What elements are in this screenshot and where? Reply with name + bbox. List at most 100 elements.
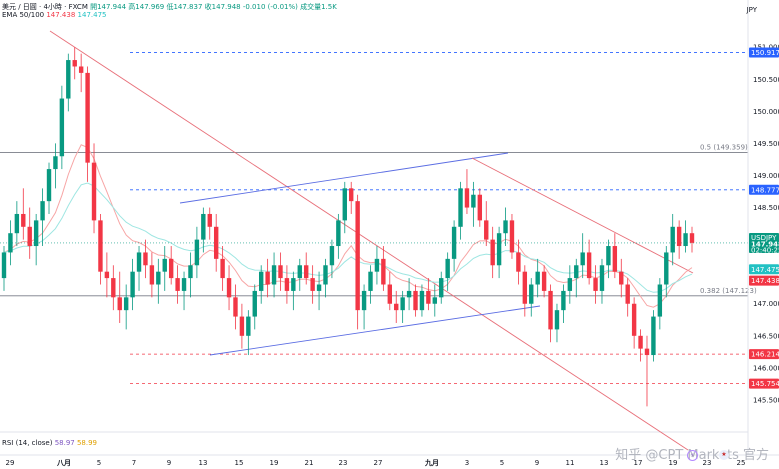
candle-body (59, 98, 65, 157)
candle-body (484, 220, 489, 240)
y-tick-label: 145.500 (753, 396, 779, 404)
candle-body (419, 290, 425, 311)
y-tick-label: 150.000 (753, 108, 779, 116)
candle-body (130, 271, 135, 298)
candle-body (541, 271, 547, 291)
chart-overlays: 0.5 (149.359) 0.382 (147.123) (0, 30, 757, 451)
candle-body (664, 252, 669, 285)
candle-body (413, 290, 418, 311)
candle-body (394, 303, 399, 311)
candle-body (175, 278, 180, 291)
y-tick-label: 147.000 (753, 300, 779, 308)
candle-body (509, 220, 515, 253)
candle-body (471, 194, 476, 208)
candle-body (574, 265, 579, 279)
x-tick-label: 27 (374, 459, 383, 467)
candle-body (91, 162, 97, 221)
candle-body (516, 252, 521, 272)
lightning-event-icon[interactable]: ⚡ (687, 450, 698, 461)
candle-body (21, 213, 26, 227)
candle-body (490, 239, 495, 266)
candlestick-series (1, 47, 695, 407)
candle-body (580, 252, 585, 266)
candle-body (291, 278, 296, 291)
candle-body (143, 252, 148, 266)
rsi-value-1: 58.97 (54, 439, 75, 447)
candle-body (278, 265, 283, 279)
candle-body (27, 226, 32, 247)
price-level-tag (749, 349, 779, 360)
ema-price-tag (749, 264, 779, 275)
candle-body (683, 233, 688, 247)
rsi-label[interactable]: RSI (14, close) (2, 439, 53, 447)
candle-body (323, 265, 328, 285)
low-value: 低147.837 (166, 3, 203, 11)
rsi-value-2: 58.99 (76, 439, 98, 447)
candle-body (464, 188, 470, 208)
trend-line (471, 157, 694, 274)
candle-body (638, 335, 643, 349)
x-tick-label: 9 (167, 459, 171, 467)
x-tick-label: 23 (339, 459, 348, 467)
rsi-legend[interactable]: RSI (14, close) 58.97 58.99 (2, 439, 97, 447)
ema-label[interactable]: EMA 50/100 (2, 11, 45, 19)
ema-price-label: 147.475 (751, 266, 779, 274)
high-value: 高147.969 (128, 3, 165, 11)
candle-body (168, 258, 174, 279)
ema-legend[interactable]: EMA 50/100 147.438 147.475 (2, 11, 106, 19)
current-price-tag (749, 232, 779, 253)
candle-body (381, 258, 386, 285)
y-tick-label: 148.500 (753, 204, 779, 212)
candle-body (66, 60, 71, 99)
us-flag-event-icon[interactable]: ★ (719, 450, 729, 460)
candle-body (252, 290, 257, 317)
ema-price-label: 147.438 (751, 277, 779, 285)
candle-body (670, 226, 675, 253)
x-tick-label: 25 (737, 459, 746, 467)
candle-body (265, 271, 270, 285)
x-tick-label: 19 (669, 459, 678, 467)
candle-body (529, 284, 534, 304)
trend-line (179, 152, 509, 204)
current-symbol-label: USDJPY (751, 234, 777, 242)
candle-body (226, 278, 232, 298)
candle-body (72, 60, 77, 67)
x-tick-label: 九月 (424, 458, 439, 467)
candle-body (213, 226, 219, 259)
candle-body (561, 290, 566, 311)
candle-body (271, 265, 277, 285)
candle-body (349, 188, 354, 202)
candle-body (651, 316, 656, 356)
x-tick-label: 19 (270, 459, 279, 467)
candle-body (310, 278, 315, 291)
candle-body (194, 239, 200, 266)
candle-body (451, 226, 457, 259)
candle-body (644, 348, 650, 356)
ema-100-value: 147.475 (77, 11, 107, 19)
candle-body (361, 290, 367, 311)
candle-body (117, 297, 122, 311)
price-level-label: 146.214 (751, 351, 779, 359)
candle-body (387, 284, 392, 304)
candle-body (676, 226, 682, 247)
candle-body (458, 188, 463, 227)
candle-body (329, 246, 335, 266)
time-axis[interactable]: 29 八月 5 7 9 13 15 19 21 23 27 九月 3 5 9 11 13 17 19 23 25 (0, 454, 779, 467)
candle-body (220, 258, 225, 279)
symbol-header[interactable]: 美元 / 日圓 · 4小時 · FXCM 開147.944 高147.969 低… (2, 2, 337, 12)
price-axis[interactable]: 145.500146.000146.500147.000147.500148.0… (747, 0, 779, 455)
x-tick-label: 7 (132, 459, 136, 467)
candle-body (368, 271, 373, 291)
candle-body (246, 316, 251, 336)
symbol-title[interactable]: 美元 / 日圓 · 4小時 · FXCM (2, 3, 88, 11)
x-tick-label: 17 (634, 459, 643, 467)
candle-body (657, 284, 663, 317)
candle-body (181, 278, 187, 291)
candle-body (631, 303, 637, 336)
candle-body (258, 271, 264, 291)
candle-body (149, 265, 155, 285)
candle-body (40, 201, 45, 221)
candle-body (625, 284, 630, 304)
candle-body (111, 278, 116, 298)
